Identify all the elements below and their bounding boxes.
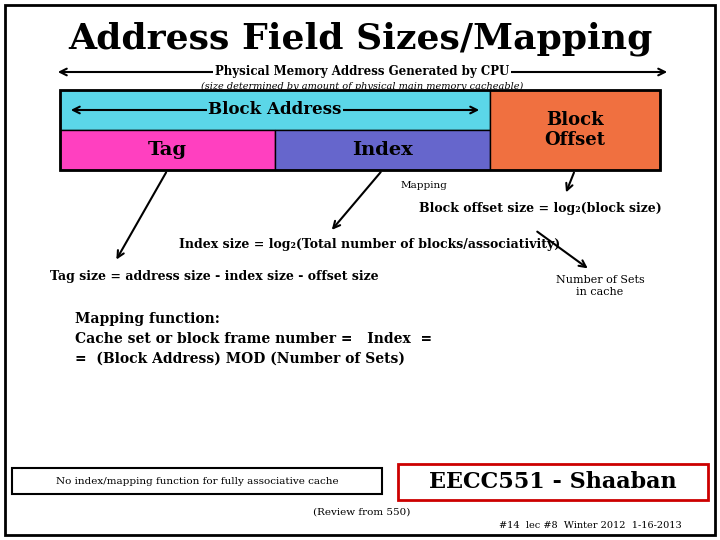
Text: Block offset size = log₂(block size): Block offset size = log₂(block size) [418, 202, 662, 215]
FancyBboxPatch shape [5, 5, 715, 535]
Text: Block
Offset: Block Offset [544, 111, 606, 150]
Text: =  (Block Address) MOD (Number of Sets): = (Block Address) MOD (Number of Sets) [75, 352, 405, 366]
Text: No index/mapping function for fully associative cache: No index/mapping function for fully asso… [55, 476, 338, 485]
Text: Mapping function:: Mapping function: [75, 312, 220, 326]
Text: Tag size = address size - index size - offset size: Tag size = address size - index size - o… [50, 270, 379, 283]
Text: (size determined by amount of physical main memory cacheable): (size determined by amount of physical m… [201, 82, 523, 91]
FancyBboxPatch shape [490, 90, 660, 170]
Text: Tag: Tag [148, 141, 187, 159]
Text: (Review from 550): (Review from 550) [313, 508, 410, 516]
FancyBboxPatch shape [275, 130, 490, 170]
Text: Number of Sets
in cache: Number of Sets in cache [556, 275, 644, 296]
FancyBboxPatch shape [12, 468, 382, 494]
Text: Index: Index [352, 141, 413, 159]
Text: Cache set or block frame number =   Index  =: Cache set or block frame number = Index … [75, 332, 432, 346]
Text: EECC551 - Shaaban: EECC551 - Shaaban [429, 471, 677, 493]
FancyBboxPatch shape [60, 90, 490, 130]
FancyBboxPatch shape [398, 464, 708, 500]
Text: Physical Memory Address Generated by CPU: Physical Memory Address Generated by CPU [215, 65, 509, 78]
Text: Mapping: Mapping [400, 181, 447, 191]
Text: Block Address: Block Address [208, 100, 342, 118]
FancyBboxPatch shape [60, 130, 275, 170]
Text: Address Field Sizes/Mapping: Address Field Sizes/Mapping [68, 22, 652, 57]
Text: Index size = log₂(Total number of blocks/associativity): Index size = log₂(Total number of blocks… [179, 238, 561, 251]
Text: #14  lec #8  Winter 2012  1-16-2013: #14 lec #8 Winter 2012 1-16-2013 [499, 522, 681, 530]
